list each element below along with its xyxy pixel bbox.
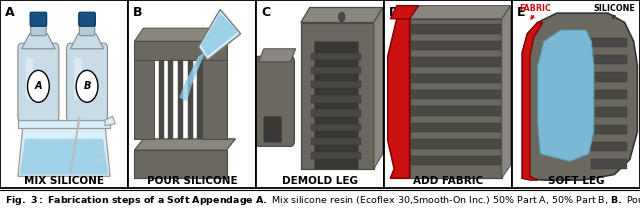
FancyBboxPatch shape — [407, 41, 504, 50]
FancyBboxPatch shape — [255, 56, 294, 146]
FancyBboxPatch shape — [311, 81, 361, 88]
Text: MIX SILICONE: MIX SILICONE — [24, 176, 104, 186]
Polygon shape — [538, 30, 594, 161]
FancyBboxPatch shape — [407, 123, 504, 132]
Polygon shape — [502, 6, 511, 178]
Circle shape — [339, 12, 345, 22]
Text: POUR SILICONE: POUR SILICONE — [147, 176, 237, 186]
FancyBboxPatch shape — [134, 41, 227, 60]
Text: A: A — [5, 6, 15, 19]
FancyBboxPatch shape — [79, 21, 95, 36]
Polygon shape — [410, 6, 511, 19]
Text: AIR
GAP: AIR GAP — [557, 65, 577, 85]
FancyBboxPatch shape — [311, 152, 361, 159]
Polygon shape — [184, 53, 205, 84]
FancyBboxPatch shape — [134, 49, 154, 139]
Polygon shape — [70, 34, 104, 49]
Text: ADD FABRIC: ADD FABRIC — [413, 176, 483, 186]
FancyBboxPatch shape — [202, 49, 227, 139]
FancyBboxPatch shape — [18, 43, 59, 122]
FancyBboxPatch shape — [197, 60, 202, 139]
Polygon shape — [179, 84, 192, 101]
FancyBboxPatch shape — [591, 55, 627, 64]
FancyBboxPatch shape — [591, 90, 627, 99]
Polygon shape — [201, 13, 238, 56]
Polygon shape — [134, 28, 236, 41]
FancyBboxPatch shape — [591, 125, 627, 134]
FancyBboxPatch shape — [168, 60, 173, 139]
Polygon shape — [198, 9, 241, 60]
FancyBboxPatch shape — [407, 24, 504, 34]
Polygon shape — [522, 13, 637, 180]
Polygon shape — [388, 19, 410, 178]
Text: B: B — [83, 81, 91, 91]
Polygon shape — [374, 7, 383, 169]
FancyBboxPatch shape — [407, 106, 504, 116]
Text: E: E — [517, 6, 525, 19]
FancyBboxPatch shape — [311, 124, 361, 131]
FancyBboxPatch shape — [311, 67, 361, 74]
FancyBboxPatch shape — [311, 95, 361, 103]
FancyBboxPatch shape — [311, 109, 361, 117]
Text: C: C — [261, 6, 270, 19]
FancyBboxPatch shape — [407, 90, 504, 99]
FancyBboxPatch shape — [67, 43, 108, 122]
FancyBboxPatch shape — [407, 57, 504, 67]
FancyBboxPatch shape — [311, 53, 361, 60]
FancyBboxPatch shape — [591, 142, 627, 151]
FancyBboxPatch shape — [18, 120, 110, 128]
Text: DEMOLD LEG: DEMOLD LEG — [282, 176, 358, 186]
FancyBboxPatch shape — [134, 150, 227, 178]
FancyBboxPatch shape — [591, 159, 627, 169]
Polygon shape — [390, 6, 419, 19]
FancyBboxPatch shape — [407, 74, 504, 83]
Text: B: B — [133, 6, 143, 19]
Circle shape — [28, 70, 49, 102]
Polygon shape — [134, 139, 236, 150]
Circle shape — [76, 70, 98, 102]
FancyBboxPatch shape — [311, 138, 361, 145]
FancyBboxPatch shape — [74, 58, 82, 99]
Polygon shape — [259, 49, 296, 62]
Polygon shape — [105, 116, 115, 126]
Text: D: D — [389, 6, 399, 19]
Polygon shape — [301, 7, 383, 22]
Polygon shape — [18, 124, 110, 176]
FancyBboxPatch shape — [31, 21, 46, 36]
FancyBboxPatch shape — [591, 72, 627, 82]
Text: SILICONE: SILICONE — [593, 4, 636, 13]
FancyBboxPatch shape — [301, 22, 374, 169]
FancyBboxPatch shape — [407, 156, 504, 165]
Polygon shape — [522, 22, 543, 180]
FancyBboxPatch shape — [30, 12, 47, 26]
Polygon shape — [20, 139, 108, 174]
FancyBboxPatch shape — [591, 107, 627, 117]
Text: SOFT LEG: SOFT LEG — [548, 176, 604, 186]
Text: FABRIC: FABRIC — [519, 4, 551, 13]
FancyBboxPatch shape — [159, 60, 164, 139]
FancyBboxPatch shape — [591, 38, 627, 47]
Text: A: A — [35, 81, 42, 91]
FancyBboxPatch shape — [79, 12, 95, 26]
Polygon shape — [22, 34, 55, 49]
FancyBboxPatch shape — [26, 58, 33, 99]
FancyBboxPatch shape — [264, 116, 282, 143]
FancyBboxPatch shape — [407, 139, 504, 149]
FancyBboxPatch shape — [178, 60, 183, 139]
FancyBboxPatch shape — [314, 41, 358, 169]
FancyBboxPatch shape — [410, 19, 502, 178]
FancyBboxPatch shape — [188, 60, 193, 139]
Text: $\mathbf{Fig.\ 3:\ Fabrication\ steps\ of\ a\ Soft\ Appendage\ A.}$ Mix silicone: $\mathbf{Fig.\ 3:\ Fabrication\ steps\ o… — [5, 194, 640, 207]
